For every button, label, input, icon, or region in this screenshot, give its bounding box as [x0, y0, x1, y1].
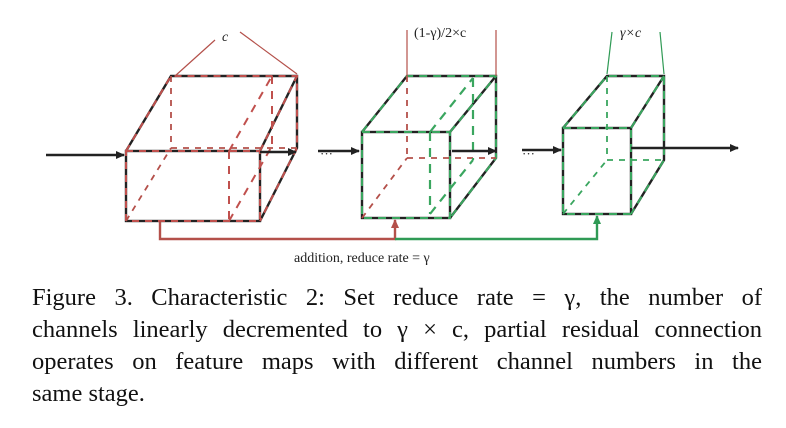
caption-line-1: Figure 3. Characteristic 2: Set reduce r… [32, 284, 762, 311]
caption-line-4: same stage. [32, 380, 145, 407]
feature-map-cube-2: (1-γ)/2×c [360, 26, 498, 220]
label-right-channels: γ×c [620, 26, 642, 41]
residual-label: addition, reduce rate = γ [294, 251, 430, 266]
ellipsis-2: ··· [522, 146, 535, 161]
residual-connection-green [395, 215, 601, 241]
network-diagram: c (1-γ)/2×c [46, 26, 739, 266]
caption-line-3: operates on feature maps with different … [32, 348, 762, 375]
feature-map-cube-3: γ×c [561, 26, 666, 216]
ellipsis-1: ··· [320, 146, 333, 161]
label-c: c [222, 30, 229, 45]
forward-arrows [46, 144, 739, 159]
caption-line-2: channels linearly decremented to γ × c, … [32, 316, 762, 343]
feature-map-cube-1: c [124, 30, 299, 223]
residual-connection-red [158, 219, 399, 241]
figure-caption: Figure 3. Characteristic 2: Set reduce r… [32, 282, 762, 410]
label-middle-channels: (1-γ)/2×c [414, 26, 466, 41]
